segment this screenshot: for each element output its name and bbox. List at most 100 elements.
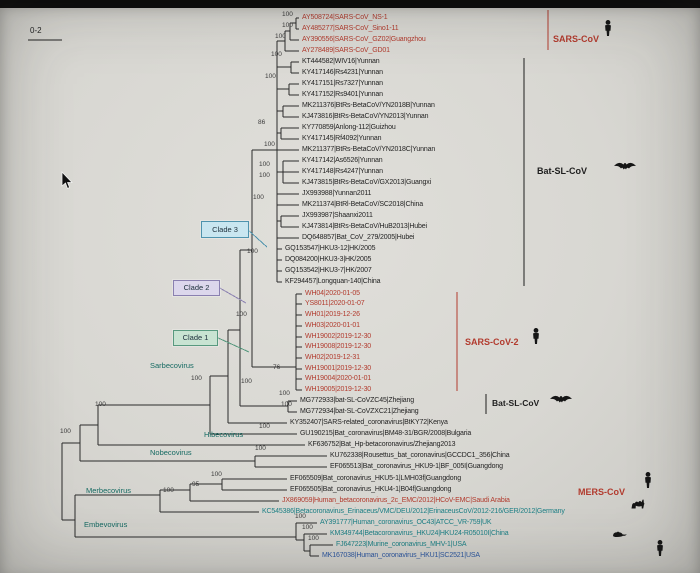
taxon-label: KF636752|Bat_Hp-betacoronavirus/Zhejiang… bbox=[308, 441, 456, 448]
taxon-label: MK167038|Human_coronavirus_HKU1|SC2521|U… bbox=[322, 552, 480, 559]
taxon-label: AY508724|SARS-CoV_NS-1 bbox=[302, 14, 388, 21]
bootstrap-value: 100 bbox=[275, 33, 286, 40]
taxon-label: AY278489|SARS-CoV_GD01 bbox=[302, 47, 390, 54]
bootstrap-value: 100 bbox=[282, 11, 293, 18]
bat-icon bbox=[550, 395, 572, 403]
bootstrap-value: 76 bbox=[273, 364, 281, 371]
bootstrap-value: 100 bbox=[95, 401, 106, 408]
taxon-label: KY417152|Rs9401|Yunnan bbox=[302, 91, 383, 98]
clade-leader-line bbox=[215, 336, 250, 353]
taxon-label: WH02|2019-12-31 bbox=[305, 354, 360, 361]
bootstrap-value: 100 bbox=[259, 172, 270, 179]
bootstrap-value: 100 bbox=[247, 248, 258, 255]
taxon-label: YS8011|2020-01-07 bbox=[305, 300, 365, 307]
bootstrap-value: 100 bbox=[241, 378, 252, 385]
taxon-label: KF294457|Longquan-140|China bbox=[285, 278, 381, 285]
taxon-label: AY390556|SARS-CoV_GZ02|Guangzhou bbox=[302, 36, 426, 43]
scale-bar-label: 0-2 bbox=[30, 26, 42, 35]
bootstrap-value: 100 bbox=[236, 311, 247, 318]
taxon-label: GQ153547|HKU3-12|HK/2005 bbox=[285, 245, 376, 252]
human-icon bbox=[645, 472, 651, 488]
taxon-label: KY352407|SARS-related_coronavirus|BtKY72… bbox=[290, 419, 448, 426]
clade-box: Clade 1 bbox=[173, 330, 218, 346]
bootstrap-value: 100 bbox=[295, 513, 306, 520]
genus-label: Sarbecovirus bbox=[150, 361, 194, 370]
bootstrap-value: 100 bbox=[191, 375, 202, 382]
taxon-label: WH19004|2020-01-01 bbox=[305, 375, 372, 382]
taxon-label: MK211376|BtRs-BetaCoV/YN2018B|Yunnan bbox=[302, 102, 435, 109]
taxon-label: KM349744|Betacoronavirus_HKU24|HKU24-R05… bbox=[330, 530, 509, 537]
taxon-label: JX869059|Human_betacoronavirus_2c_EMC/20… bbox=[282, 497, 510, 504]
taxon-label: EF065509|Bat_coronavirus_HKU5-1|LMH03f|G… bbox=[290, 475, 462, 482]
bootstrap-value: 100 bbox=[60, 428, 71, 435]
taxon-label: WH04|2020-01-05 bbox=[305, 290, 360, 297]
bootstrap-value: 100 bbox=[259, 423, 270, 430]
taxon-label: AY391777|Human_coronavirus_OC43|ATCC_VR-… bbox=[320, 519, 492, 526]
taxon-label: JX993988|Yunnan2011 bbox=[302, 190, 372, 197]
clade-box: Clade 3 bbox=[201, 221, 249, 238]
bootstrap-value: 100 bbox=[308, 535, 319, 542]
bootstrap-value: 100 bbox=[255, 445, 266, 452]
bootstrap-value: 100 bbox=[281, 401, 292, 408]
genus-label: Merbecovirus bbox=[86, 486, 132, 495]
taxon-label: WH19001|2019-12-30 bbox=[305, 365, 372, 372]
bootstrap-value: 100 bbox=[163, 487, 174, 494]
taxon-label: KY417145|Rf4092|Yunnan bbox=[302, 135, 382, 142]
bootstrap-value: 100 bbox=[211, 471, 222, 478]
taxon-label: WH19008|2019-12-30 bbox=[305, 343, 372, 350]
taxon-label: WH19002|2019-12-30 bbox=[305, 333, 372, 340]
taxon-label: KU762338|Rousettus_bat_coronavirus|GCCDC… bbox=[330, 452, 510, 459]
taxon-label: DQ648857|Bat_CoV_279/2005|Hubei bbox=[302, 234, 415, 241]
taxon-label: MK211377|BtRs-BetaCoV/YN2018C|Yunnan bbox=[302, 146, 436, 153]
bootstrap-value: 100 bbox=[264, 141, 275, 148]
bootstrap-value: 86 bbox=[258, 119, 266, 126]
genus-label: Hibecovirus bbox=[204, 430, 244, 439]
human-icon bbox=[533, 328, 539, 344]
bootstrap-value: 100 bbox=[279, 390, 290, 397]
taxon-label: KY770859|Anlong-112|Guizhou bbox=[302, 124, 396, 131]
genus-label: Embevovirus bbox=[84, 520, 128, 529]
taxon-label: WH01|2019-12-26 bbox=[305, 311, 360, 318]
genus-label: Nobecovirus bbox=[150, 448, 192, 457]
bootstrap-value: 100 bbox=[259, 161, 270, 168]
taxon-label: AY485277|SARS-CoV_Sino1-11 bbox=[302, 25, 399, 32]
bootstrap-value: 100 bbox=[282, 22, 293, 29]
taxon-label: EF065505|Bat_coronavirus_HKU4-1|B04f|Gua… bbox=[290, 486, 452, 493]
taxon-label: KY417146|Rs4231|Yunnan bbox=[302, 69, 383, 76]
taxon-label: WH03|2020-01-01 bbox=[305, 322, 360, 329]
clade-leader-line bbox=[246, 228, 268, 248]
mouse-icon bbox=[613, 531, 627, 537]
taxon-label: KT444582|WIV16|Yunnan bbox=[302, 58, 380, 65]
bootstrap-value: 100 bbox=[253, 194, 264, 201]
human-icon bbox=[605, 20, 611, 36]
photo-top-edge bbox=[0, 0, 700, 8]
clade-leader-line bbox=[217, 286, 247, 304]
bootstrap-value: 100 bbox=[271, 51, 282, 58]
taxon-label: GQ153542|HKU3-7|HK/2007 bbox=[285, 267, 372, 274]
group-label: SARS-CoV bbox=[553, 34, 600, 44]
group-label: Bat-SL-CoV bbox=[492, 398, 540, 408]
taxon-label: MK211374|BtRl-BetaCoV/SC2018|China bbox=[302, 201, 423, 208]
taxon-label: KC545386|Betacoronavirus_Erinaceus/VMC/D… bbox=[262, 508, 565, 515]
taxon-label: GU190215|Bat_coronavirus|BM48-31/BGR/200… bbox=[300, 430, 472, 437]
camel-icon bbox=[631, 499, 645, 509]
clade-box: Clade 2 bbox=[173, 280, 220, 296]
taxon-label: MG772934|bat-SL-CoVZXC21|Zhejiang bbox=[300, 408, 419, 415]
taxon-label: JX993987|Shaanxi2011 bbox=[302, 212, 373, 219]
taxon-label: EF065513|Bat_coronavirus_HKU9-1|BF_005I|… bbox=[330, 463, 503, 470]
group-label: SARS-CoV-2 bbox=[465, 337, 519, 347]
bat-icon bbox=[614, 162, 636, 170]
taxon-label: KY417142|As6526|Yunnan bbox=[302, 157, 383, 164]
taxon-label: MG772933|bat-SL-CoVZC45|Zhejiang bbox=[300, 397, 415, 404]
bootstrap-value: 100 bbox=[265, 73, 276, 80]
taxon-label: KJ473816|BtRs-BetaCoV/YN2013|Yunnan bbox=[302, 113, 429, 120]
group-label: MERS-CoV bbox=[578, 487, 625, 497]
bootstrap-value: 95 bbox=[192, 481, 200, 488]
taxon-label: KY417151|Rs7327|Yunnan bbox=[302, 80, 383, 87]
taxon-label: FJ647223|Murine_coronavirus_MHV-1|USA bbox=[336, 541, 467, 548]
bootstrap-value: 100 bbox=[302, 524, 313, 531]
taxon-label: DQ084200|HKU3-3|HK/2005 bbox=[285, 256, 372, 263]
taxon-label: KY417148|Rs4247|Yunnan bbox=[302, 168, 383, 175]
